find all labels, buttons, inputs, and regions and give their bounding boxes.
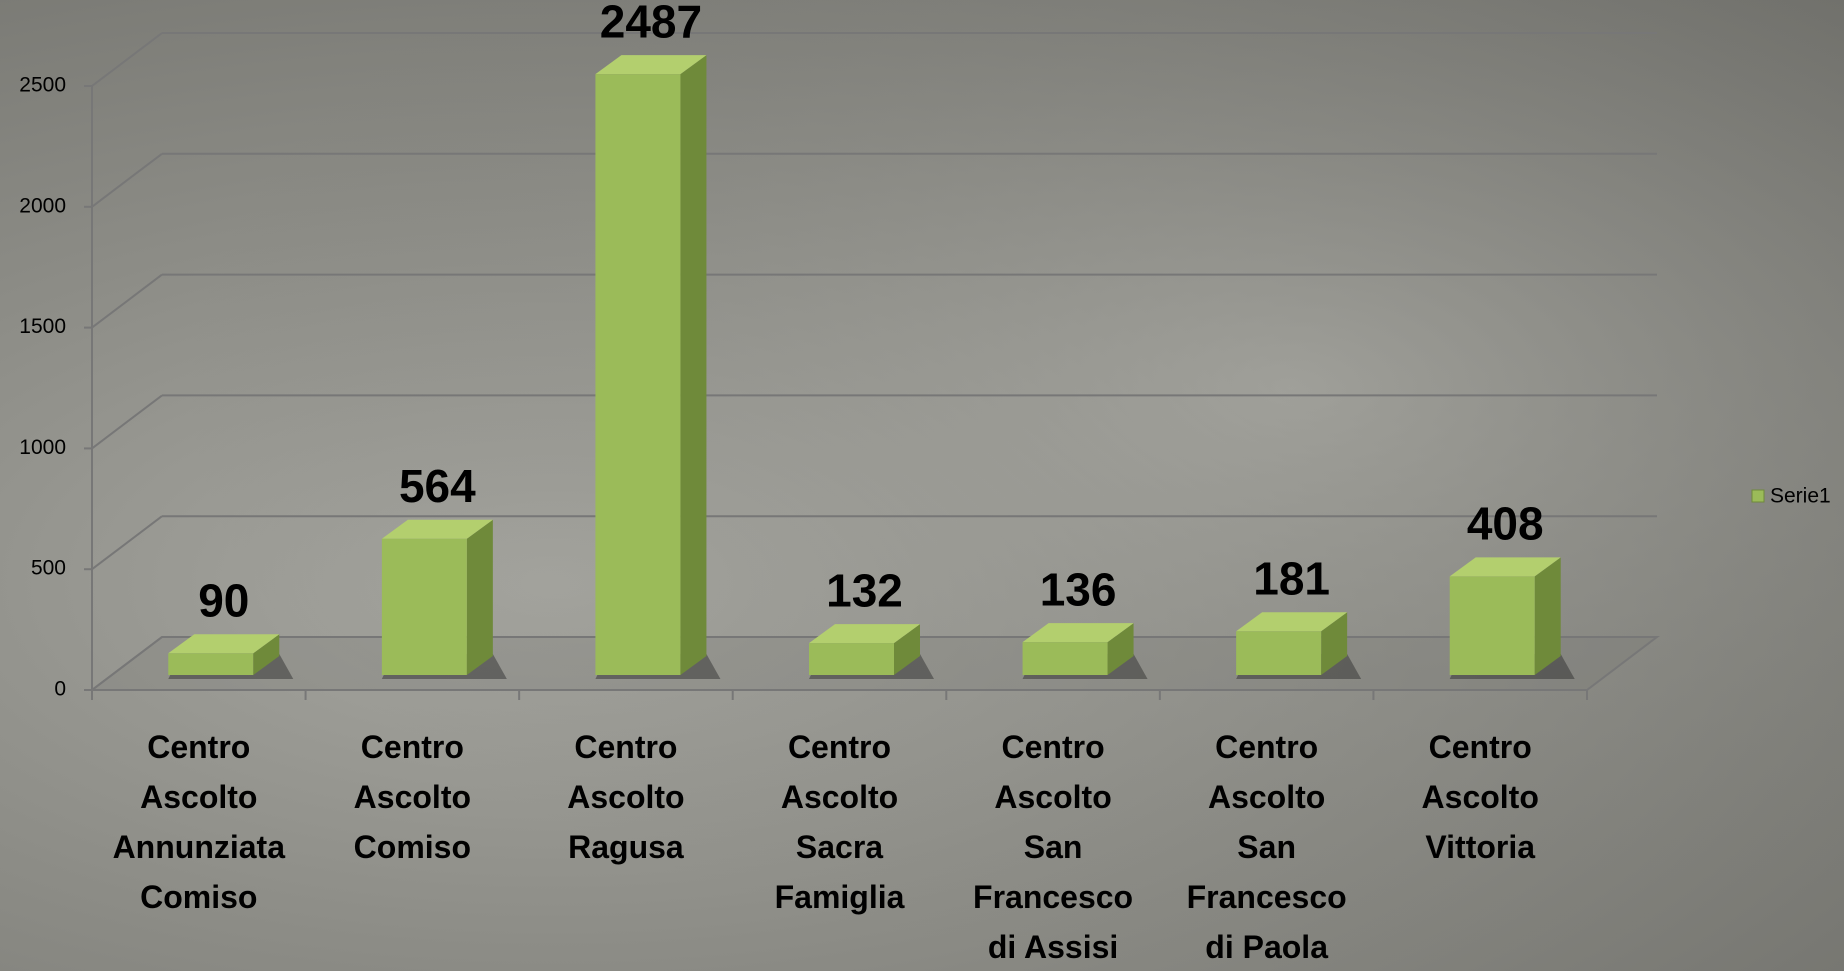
value-label: 136 [1040,563,1117,615]
grid-line [91,273,163,329]
x-tick-label: Centro Ascolto Ragusa [567,729,685,865]
bar-top [1449,557,1561,577]
bar [168,653,254,675]
y-tick-label: 2000 [19,194,66,217]
bar-side [1321,612,1348,675]
value-label: 408 [1467,498,1544,550]
grid-line [91,153,163,208]
bar [381,538,467,675]
y-tick-label: 500 [31,557,66,580]
bar [1022,642,1108,675]
bar-side [1534,557,1561,675]
value-label: 181 [1253,552,1330,604]
bar-top [1022,623,1134,643]
legend-label: Serie1 [1770,485,1831,508]
value-label: 2487 [600,0,702,47]
x-tick-label: Centro Ascolto San Francesco di Paola [1186,729,1347,965]
bar-side [1107,623,1134,675]
bar-side [680,55,707,675]
bar-top [1236,612,1348,632]
bar [809,643,894,675]
y-tick-label: 2500 [19,74,66,97]
bar-side [253,634,280,675]
bar-top [809,624,920,644]
y-tick-label: 1500 [19,315,66,338]
bar [1449,576,1535,675]
y-tick-label: 1000 [19,436,66,459]
bar [595,74,681,675]
value-label: 564 [399,460,476,512]
legend-swatch [1751,489,1765,503]
bar-top [381,519,493,539]
x-tick-label: Centro Ascolto San Francesco di Assisi [973,729,1134,965]
x-tick-label: Centro Ascolto Annunziata Comiso [112,729,285,915]
grid-line [91,515,163,570]
grid-line [91,32,163,87]
x-tick-label: Centro Ascolto Vittoria [1421,729,1539,865]
grid-line [91,636,163,691]
bar-side [466,519,493,675]
value-label: 90 [198,574,249,626]
bar-side [894,624,920,675]
value-label: 132 [826,564,903,616]
x-tick-label: Centro Ascolto Sacra Famiglia [774,729,905,915]
bar-top [168,634,280,654]
x-tick-label: Centro Ascolto Comiso [353,729,472,865]
bar-top [595,55,707,75]
bar [1236,631,1322,675]
y-tick-label: 0 [54,678,66,701]
grid-line [91,394,163,450]
